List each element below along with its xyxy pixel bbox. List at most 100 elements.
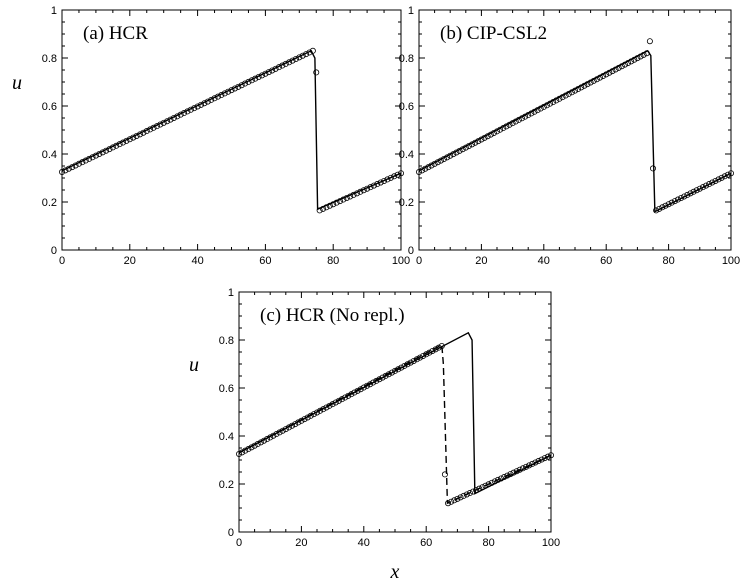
data-point-marker (410, 357, 417, 364)
data-point-marker (204, 98, 211, 105)
data-point-marker (718, 174, 725, 181)
data-point-marker (587, 79, 594, 86)
data-point-marker (538, 456, 545, 463)
data-point-marker (450, 151, 457, 158)
y-axis-title: u (189, 354, 199, 376)
data-point-marker (374, 181, 381, 188)
data-point-marker (370, 379, 377, 386)
data-point-marker (248, 77, 255, 84)
x-tick-label: 20 (475, 255, 487, 267)
data-point-marker (357, 188, 364, 195)
data-point-marker (659, 204, 666, 211)
data-point-marker (255, 74, 262, 81)
data-point-marker (665, 201, 672, 208)
y-tick-label: 1 (51, 5, 57, 17)
data-point-marker (342, 394, 349, 401)
data-point-marker (238, 82, 245, 89)
data-point-marker (370, 182, 377, 189)
data-point-marker (75, 160, 82, 167)
data-point-marker (377, 179, 384, 186)
data-point-marker (640, 51, 647, 58)
data-point-marker (260, 437, 267, 444)
data-point-marker (313, 409, 320, 416)
data-point-marker (509, 120, 516, 127)
data-point-marker (621, 61, 628, 68)
data-point-marker (457, 494, 464, 501)
data-point-marker (221, 90, 228, 97)
data-point-marker (397, 170, 404, 177)
data-point-marker (503, 123, 510, 130)
data-point-marker (709, 179, 716, 186)
panel-label: (a) HCR (83, 23, 148, 44)
data-point-marker (113, 142, 120, 149)
data-point-marker (257, 439, 264, 446)
data-point-marker (578, 84, 585, 91)
data-point-marker (625, 59, 632, 66)
data-point-marker (286, 59, 293, 66)
data-point-marker (498, 475, 505, 482)
data-point-marker (303, 51, 310, 58)
x-tick-label: 40 (358, 537, 370, 549)
data-point-marker (329, 401, 336, 408)
data-point-marker (381, 177, 388, 184)
data-point-marker (612, 66, 619, 73)
data-point-marker (581, 82, 588, 89)
data-point-marker (493, 128, 500, 135)
data-point-marker (214, 93, 221, 100)
data-point-marker (391, 367, 398, 374)
data-point-marker (153, 123, 160, 130)
data-point-marker (350, 191, 357, 198)
data-point-marker (456, 147, 463, 154)
data-point-marker (167, 116, 174, 123)
data-point-marker (208, 96, 215, 103)
data-point-marker (523, 463, 530, 470)
data-point-marker (475, 138, 482, 145)
data-point-marker (525, 112, 532, 119)
data-point-marker (82, 157, 89, 164)
data-point-marker (428, 162, 435, 169)
data-point-marker (473, 487, 480, 494)
data-point-marker (543, 102, 550, 109)
data-point-marker (345, 392, 352, 399)
data-point-marker (432, 346, 439, 353)
plot-frame (61, 9, 402, 251)
data-point-marker (562, 92, 569, 99)
data-point-marker (487, 131, 494, 138)
data-point-marker (72, 162, 79, 169)
data-point-marker (404, 361, 411, 368)
data-point-marker (706, 181, 713, 188)
data-point-marker (643, 50, 650, 57)
data-point-marker (528, 110, 535, 117)
data-point-marker (568, 89, 575, 96)
data-point-marker (481, 134, 488, 141)
data-point-marker (116, 141, 123, 148)
data-point-marker (634, 55, 641, 62)
data-point-marker (89, 154, 96, 161)
data-point-marker (279, 62, 286, 69)
data-point-marker (419, 167, 426, 174)
data-point-marker (609, 68, 616, 75)
data-point-marker (384, 176, 391, 183)
data-point-marker (662, 202, 669, 209)
data-point-marker (282, 60, 289, 67)
data-point-marker (273, 431, 280, 438)
data-point-marker (438, 342, 445, 349)
panel-label: (b) CIP-CSL2 (440, 23, 547, 44)
data-point-marker (333, 199, 340, 206)
x-tick-label: 0 (416, 255, 422, 267)
data-point-marker (497, 126, 504, 133)
data-point-marker (631, 56, 638, 63)
data-point-marker (187, 106, 194, 113)
data-point-marker (425, 164, 432, 171)
series-line-solid (61, 49, 402, 211)
data-point-marker (96, 150, 103, 157)
data-point-marker (501, 474, 508, 481)
data-point-marker (426, 349, 433, 356)
data-point-marker (272, 65, 279, 72)
data-point-marker (340, 196, 347, 203)
y-tick-label: 0.4 (219, 431, 234, 443)
data-point-marker (531, 108, 538, 115)
data-point-marker (422, 165, 429, 172)
x-tick-label: 100 (542, 537, 560, 549)
data-point-marker (367, 184, 374, 191)
